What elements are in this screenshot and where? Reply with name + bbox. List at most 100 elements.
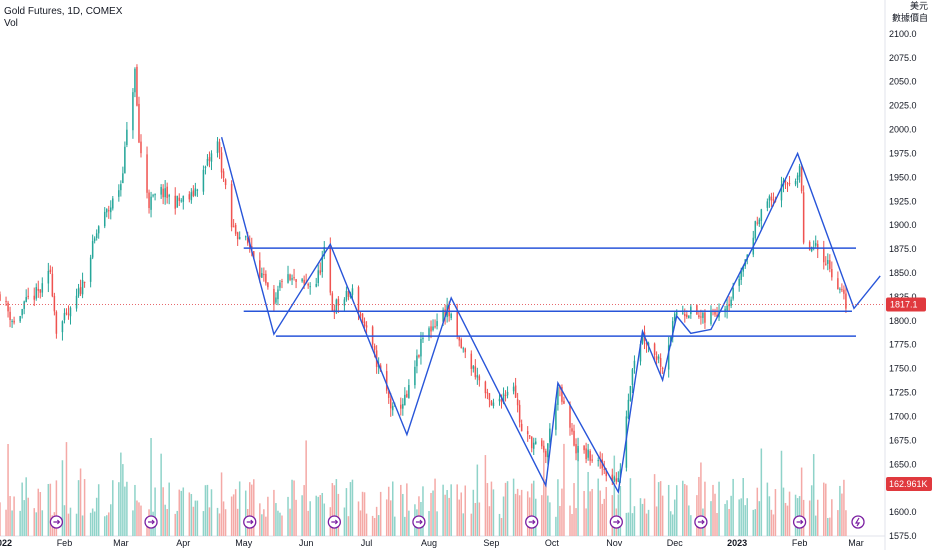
event-marker-icon[interactable]: [694, 515, 708, 529]
volume-bar: [363, 492, 366, 536]
volume-bar: [349, 482, 352, 536]
volume-tag: [886, 477, 932, 491]
volume-bar: [55, 480, 58, 536]
candle-body: [222, 171, 225, 179]
candle-body: [230, 183, 233, 228]
volume-bar: [132, 510, 134, 536]
volume-bar: [234, 489, 237, 536]
event-marker-icon[interactable]: [412, 515, 426, 529]
candle-body: [224, 179, 227, 186]
volume-bar: [645, 513, 648, 536]
volume-bar: [726, 500, 728, 536]
volume-indicator-label[interactable]: Vol: [4, 18, 18, 29]
price-tick-label: 1725.0: [889, 388, 917, 398]
volume-bar: [605, 487, 608, 536]
volume-bar: [126, 481, 128, 536]
event-marker-icon[interactable]: [243, 515, 257, 529]
volume-bar: [639, 498, 642, 536]
time-axis[interactable]: 2022 Feb Mar Apr May Jun Jul Aug Sep Oct Nov Dec 202…: [0, 538, 864, 548]
arrow-right-icon: [613, 519, 621, 525]
candle-body: [317, 270, 319, 284]
candle-body: [639, 344, 642, 362]
candle-body: [335, 299, 338, 313]
candle-body: [629, 386, 632, 401]
volume-bar: [728, 509, 730, 536]
event-marker-icon[interactable]: [792, 515, 807, 529]
candle-body: [490, 400, 493, 406]
arrow-right-icon: [331, 519, 339, 525]
volume-bar: [65, 442, 68, 536]
price-tick-label: 1900.0: [889, 220, 917, 230]
volume-bar: [845, 510, 847, 536]
time-tick-label: Mar: [848, 538, 864, 548]
candle-body: [655, 356, 658, 361]
candle-body: [591, 459, 593, 461]
price-tick-label: 1650.0: [889, 459, 917, 469]
candle-body: [110, 207, 112, 213]
candle-body: [27, 295, 29, 297]
candle-body: [488, 393, 491, 401]
candle-body: [289, 274, 291, 280]
volume-bar: [77, 480, 80, 536]
candle-body: [442, 309, 444, 322]
candle-body: [414, 366, 416, 386]
event-marker-icon[interactable]: [525, 515, 539, 529]
volume-bar: [178, 489, 181, 536]
price-tick-label: 1750.0: [889, 364, 917, 374]
volume-bar: [478, 502, 481, 536]
candle-body: [716, 314, 718, 317]
candle-body: [500, 399, 503, 403]
candle-body: [126, 129, 128, 145]
event-marker-icon[interactable]: [327, 515, 341, 529]
candle-body: [714, 311, 716, 315]
candle-body: [25, 297, 27, 303]
candle-body: [839, 288, 841, 290]
candle-body: [589, 450, 591, 461]
event-markers[interactable]: [49, 515, 865, 529]
candle-body: [810, 246, 813, 251]
candle-body: [633, 360, 636, 369]
volume-bar: [502, 496, 505, 536]
candle-body: [152, 195, 154, 197]
volume-bar: [108, 512, 110, 536]
candle-body: [587, 449, 589, 458]
price-axis[interactable]: 1575.01600.01625.01650.01675.01700.01725…: [886, 29, 932, 541]
volume-bar: [287, 496, 289, 536]
volume-bar: [192, 506, 195, 536]
event-marker-icon[interactable]: [49, 515, 64, 529]
candle-body: [845, 293, 847, 309]
event-marker-icon[interactable]: [144, 515, 158, 529]
candle-body: [512, 386, 515, 392]
currency-note: 美元 數據價自: [892, 0, 928, 24]
candle-body: [287, 274, 289, 283]
volume-bar: [647, 509, 650, 536]
candle-body: [196, 189, 199, 191]
candle-body: [400, 404, 402, 409]
candle-body: [641, 333, 644, 344]
candle-body: [738, 279, 740, 286]
candle-body: [506, 391, 509, 396]
event-marker-icon[interactable]: [851, 515, 865, 529]
candle-body: [526, 431, 529, 435]
price-tick-label: 1675.0: [889, 435, 917, 445]
volume-bar: [583, 490, 585, 536]
candle-body: [180, 200, 183, 202]
volume-bar: [430, 492, 432, 536]
candle-body: [244, 236, 247, 238]
candle-body: [671, 321, 674, 338]
volume-bar: [333, 485, 336, 536]
volume-bar: [446, 490, 448, 536]
volume-bar: [812, 454, 815, 536]
candle-body: [541, 440, 543, 447]
trend-lines[interactable]: [0, 137, 885, 495]
candle-body: [132, 92, 134, 131]
candle-body: [408, 385, 410, 399]
volume-bar: [67, 513, 70, 536]
candle-body: [365, 325, 368, 328]
volume-bar: [120, 452, 122, 536]
event-marker-icon[interactable]: [609, 515, 623, 529]
volume-bar: [224, 509, 227, 536]
volume-bar: [277, 510, 279, 536]
candle-body: [202, 169, 205, 192]
